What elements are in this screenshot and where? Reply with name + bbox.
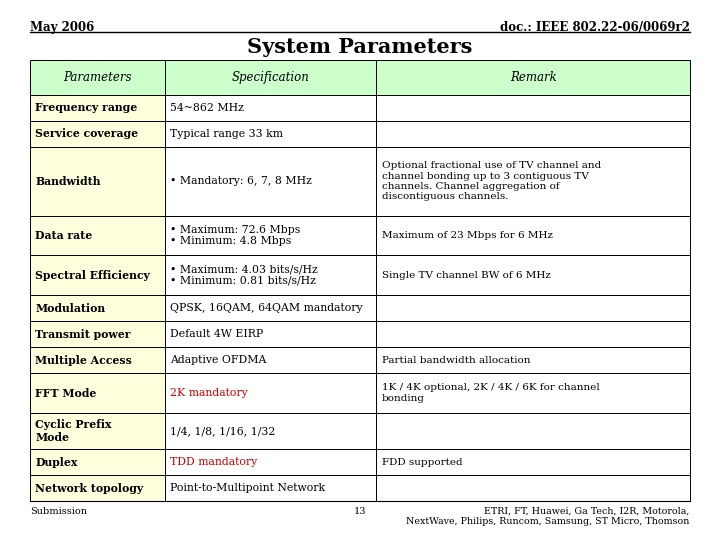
Bar — [377, 321, 690, 347]
Text: FDD supported: FDD supported — [382, 457, 462, 467]
Text: Submission: Submission — [30, 507, 87, 516]
Text: Service coverage: Service coverage — [35, 129, 138, 139]
Bar — [166, 347, 377, 373]
Bar — [166, 215, 377, 255]
Bar — [166, 121, 377, 147]
Text: ETRI, FT, Huawei, Ga Tech, I2R, Motorola,
NextWave, Philips, Runcom, Samsung, ST: ETRI, FT, Huawei, Ga Tech, I2R, Motorola… — [406, 507, 690, 526]
Bar — [166, 449, 377, 475]
Text: Adaptive OFDMA: Adaptive OFDMA — [171, 355, 267, 365]
Bar — [166, 321, 377, 347]
Text: Duplex: Duplex — [35, 457, 78, 468]
Bar — [30, 215, 166, 255]
Bar — [377, 147, 690, 215]
Text: 2K mandatory: 2K mandatory — [171, 388, 248, 398]
Text: Spectral Efficiency: Spectral Efficiency — [35, 269, 150, 281]
Text: Remark: Remark — [510, 71, 557, 84]
Text: Cyclic Prefix
Mode: Cyclic Prefix Mode — [35, 419, 112, 443]
Text: 1K / 4K optional, 2K / 4K / 6K for channel
bonding: 1K / 4K optional, 2K / 4K / 6K for chann… — [382, 383, 599, 403]
Text: Specification: Specification — [232, 71, 310, 84]
Text: 54~862 MHz: 54~862 MHz — [171, 103, 244, 113]
Bar — [30, 60, 166, 95]
Bar — [377, 215, 690, 255]
Bar — [166, 373, 377, 413]
Text: System Parameters: System Parameters — [247, 37, 473, 57]
Bar — [166, 95, 377, 121]
Text: • Maximum: 72.6 Mbps
• Minimum: 4.8 Mbps: • Maximum: 72.6 Mbps • Minimum: 4.8 Mbps — [171, 225, 301, 246]
Text: Typical range 33 km: Typical range 33 km — [171, 129, 284, 139]
Text: Single TV channel BW of 6 MHz: Single TV channel BW of 6 MHz — [382, 271, 550, 280]
Bar — [377, 295, 690, 321]
Bar — [30, 373, 166, 413]
Text: Data rate: Data rate — [35, 230, 93, 241]
Text: doc.: IEEE 802.22-06/0069r2: doc.: IEEE 802.22-06/0069r2 — [500, 21, 690, 33]
Bar — [377, 413, 690, 449]
Bar — [377, 449, 690, 475]
Bar — [377, 121, 690, 147]
Text: Optional fractional use of TV channel and
channel bonding up to 3 contiguous TV
: Optional fractional use of TV channel an… — [382, 161, 600, 201]
Text: Partial bandwidth allocation: Partial bandwidth allocation — [382, 356, 530, 364]
Bar — [166, 147, 377, 215]
Bar — [30, 295, 166, 321]
Text: Frequency range: Frequency range — [35, 103, 138, 113]
Bar — [30, 347, 166, 373]
Text: 1/4, 1/8, 1/16, 1/32: 1/4, 1/8, 1/16, 1/32 — [171, 426, 276, 436]
Bar — [377, 475, 690, 501]
Bar — [166, 295, 377, 321]
Bar — [30, 321, 166, 347]
Bar — [30, 475, 166, 501]
Bar — [377, 347, 690, 373]
Text: • Mandatory: 6, 7, 8 MHz: • Mandatory: 6, 7, 8 MHz — [171, 176, 312, 186]
Text: Multiple Access: Multiple Access — [35, 355, 132, 366]
Text: QPSK, 16QAM, 64QAM mandatory: QPSK, 16QAM, 64QAM mandatory — [171, 303, 363, 313]
Bar — [377, 60, 690, 95]
Text: Bandwidth: Bandwidth — [35, 176, 101, 187]
Text: Parameters: Parameters — [63, 71, 132, 84]
Bar — [166, 413, 377, 449]
Bar — [30, 255, 166, 295]
Text: Modulation: Modulation — [35, 302, 105, 314]
Bar — [166, 255, 377, 295]
Text: Point-to-Multipoint Network: Point-to-Multipoint Network — [171, 483, 325, 493]
Bar — [377, 373, 690, 413]
Text: TDD mandatory: TDD mandatory — [171, 457, 258, 467]
Text: FFT Mode: FFT Mode — [35, 388, 96, 399]
Text: Network topology: Network topology — [35, 483, 143, 494]
Text: • Maximum: 4.03 bits/s/Hz
• Minimum: 0.81 bits/s/Hz: • Maximum: 4.03 bits/s/Hz • Minimum: 0.8… — [171, 265, 318, 286]
Bar — [377, 255, 690, 295]
Bar — [377, 95, 690, 121]
Text: Transmit power: Transmit power — [35, 329, 131, 340]
Text: Default 4W EIRP: Default 4W EIRP — [171, 329, 264, 339]
Text: Maximum of 23 Mbps for 6 MHz: Maximum of 23 Mbps for 6 MHz — [382, 231, 552, 240]
Bar — [30, 147, 166, 215]
Bar — [30, 449, 166, 475]
Bar — [166, 60, 377, 95]
Bar — [166, 475, 377, 501]
Text: 13: 13 — [354, 507, 366, 516]
Bar — [30, 413, 166, 449]
Bar — [30, 121, 166, 147]
Bar — [30, 95, 166, 121]
Text: May 2006: May 2006 — [30, 21, 94, 33]
